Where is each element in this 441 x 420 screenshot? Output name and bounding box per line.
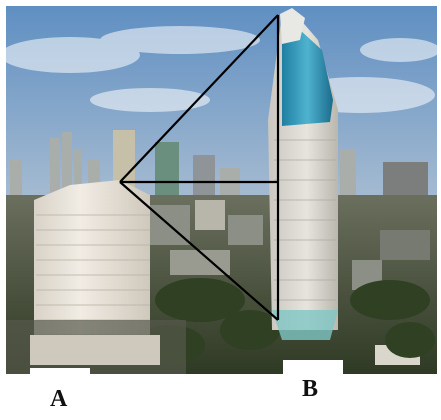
- building-b: [268, 8, 338, 340]
- angle-lines: [119, 14, 280, 321]
- building-a: [6, 180, 186, 374]
- line-bottom: [119, 181, 279, 321]
- label-patch-b: [283, 360, 343, 378]
- line-top: [119, 14, 279, 183]
- clouds: [0, 26, 440, 113]
- label-patch-a: [30, 368, 90, 378]
- building-a-label: A: [50, 386, 68, 412]
- bottom-margin: [0, 374, 441, 415]
- building-b-label: B: [302, 376, 319, 402]
